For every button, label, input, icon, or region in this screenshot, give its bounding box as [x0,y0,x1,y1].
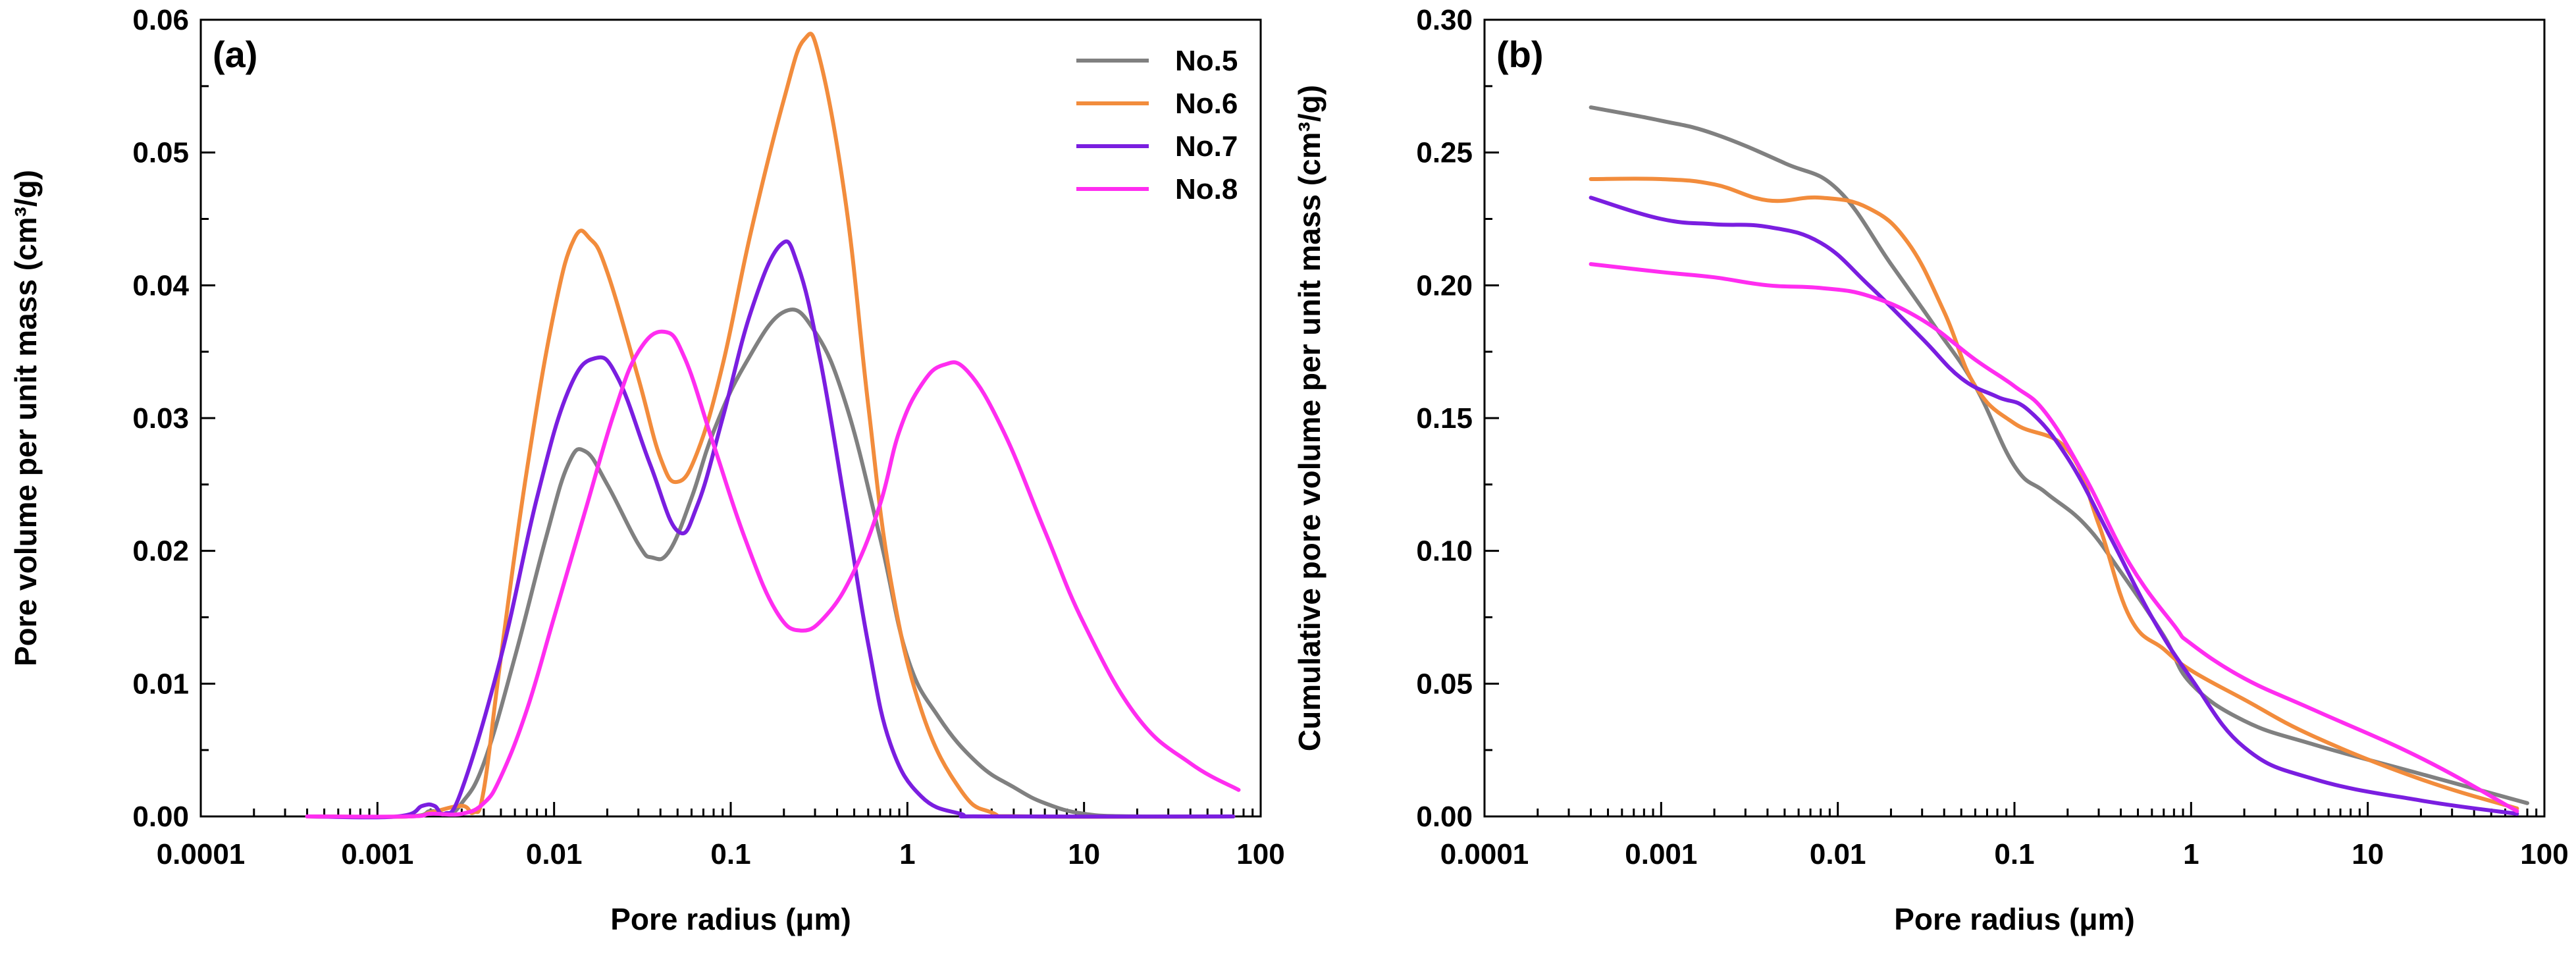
y-tick-label: 0.01 [132,668,189,700]
y-axis-a: 0.00 0.01 0.02 0.03 0.04 0.05 0.06 [132,4,215,833]
x-axis-title-b: Pore radius (μm) [1894,902,2135,936]
series-line-no8 [305,329,1241,819]
y-axis-title-a: Pore volume per unit mass (cm³/g) [9,170,43,666]
x-tick-label: 1 [899,838,915,870]
x-tick-label: 0.01 [526,838,583,870]
plot-frame-a [199,18,1262,818]
y-tick-label: 0.00 [132,801,189,833]
y-tick-label: 0.20 [1416,269,1473,302]
chart-panel-a: 0.0001 0.001 0.01 0.1 1 10 100 0.000.010.020.0… [9,4,1285,936]
x-tick-label: 10 [2352,838,2384,870]
legend-label: No.7 [1175,130,1238,163]
x-tick-label: 0.0001 [1440,838,1529,870]
y-axis-title-b: Cumulative pore volume per unit mass (cm… [1292,85,1327,751]
legend-label: No.8 [1175,173,1238,205]
x-tick-label: 0.1 [1994,838,2034,870]
panel-label-b: (b) [1496,34,1544,75]
series-line-no5 [1589,105,2529,805]
x-tick-label: 0.001 [1625,838,1697,870]
x-tick-label: 100 [1236,838,1284,870]
series-layer-a [305,32,1241,820]
x-axis-title-a: Pore radius (μm) [610,902,851,936]
x-tick-label: 0.0001 [157,838,246,870]
series-layer-b [1589,105,2529,816]
series-line-no6 [305,32,1236,819]
y-tick-label: 0.00 [1416,801,1473,833]
y-tick-label: 0.25 [1416,137,1473,169]
y-tick-label: 0.02 [132,535,189,568]
y-tick-label: 0.30 [1416,4,1473,36]
x-tick-label: 100 [2520,838,2568,870]
x-tick-label: 0.01 [1810,838,1866,870]
y-tick-label: 0.15 [1416,402,1473,435]
x-axis-a: 0.0001 0.001 0.01 0.1 1 10 100 [157,802,1285,870]
x-tick-label: 0.1 [710,838,750,870]
series-line-no6 [1589,176,2519,811]
y-tick-label: 0.03 [132,402,189,435]
legend: No.5 No.6 No.7 No.8 [1076,45,1238,205]
y-tick-label: 0.10 [1416,535,1473,568]
chart-panel-b: 0.0001 0.001 0.01 0.1 1 10 100 0.00 0.05 0.10 0.1… [1292,4,2569,936]
x-tick-label: 10 [1068,838,1100,870]
series-line-no8 [1589,262,2519,813]
x-axis-b: 0.0001 0.001 0.01 0.1 1 10 100 [1440,802,2569,870]
series-line-no7 [305,239,1236,820]
series-line-no5 [305,307,1236,819]
legend-label: No.6 [1175,88,1238,120]
y-tick-label: 0.05 [1416,668,1473,700]
x-tick-label: 0.001 [341,838,413,870]
y-axis-b: 0.00 0.05 0.10 0.15 0.20 0.25 0.30 [1416,4,1499,833]
panel-label-a: (a) [213,34,257,75]
plot-frame-b [1483,18,2546,818]
x-tick-label: 1 [2183,838,2199,870]
y-tick-label: 0.06 [132,4,189,36]
y-tick-label: 0.04 [132,269,189,302]
y-tick-label: 0.05 [132,137,189,169]
series-line-no7 [1589,196,2519,816]
legend-label: No.5 [1175,45,1238,77]
